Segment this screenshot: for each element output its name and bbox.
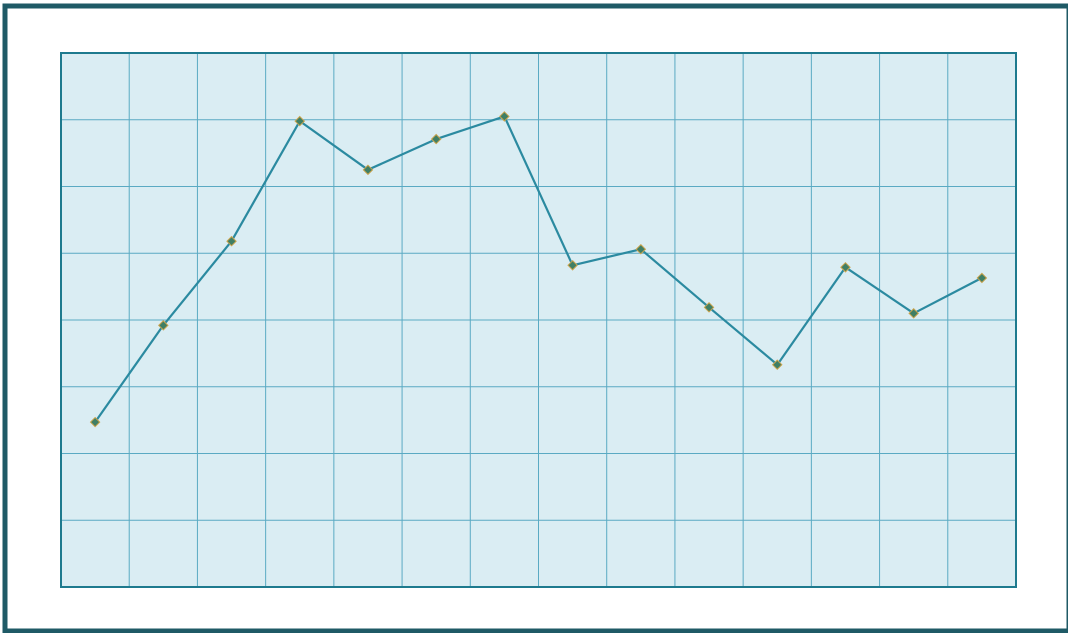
grid-lines <box>61 53 1016 587</box>
data-point-marker <box>430 133 442 145</box>
data-point-marker <box>976 272 988 284</box>
data-point-marker <box>840 261 851 273</box>
series-line <box>94 115 983 423</box>
data-point-marker <box>771 359 783 371</box>
data-point-marker <box>294 115 306 127</box>
data-point-marker <box>635 243 647 255</box>
data-point-marker <box>158 320 169 331</box>
axes-border <box>60 52 1017 588</box>
data-point-marker <box>89 416 101 428</box>
data-point-marker <box>703 302 715 313</box>
data-point-marker <box>499 111 510 122</box>
data-markers <box>89 111 988 428</box>
data-point-marker <box>567 259 578 271</box>
data-point-marker <box>908 308 919 319</box>
data-point-marker <box>226 235 237 247</box>
data-point-marker <box>362 164 374 176</box>
